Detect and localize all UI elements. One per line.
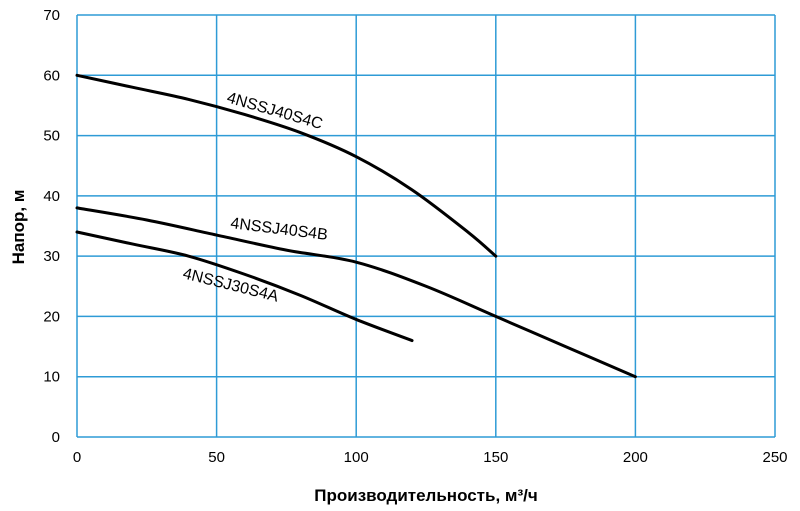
x-tick-label: 200	[623, 449, 648, 466]
x-tick-label: 250	[762, 449, 787, 466]
y-tick-label: 70	[43, 7, 60, 24]
series-lines	[75, 73, 637, 379]
y-tick-label: 50	[43, 128, 60, 145]
y-axis-title: Напор, м	[9, 190, 28, 265]
series-line	[75, 206, 637, 379]
series-label: 4NSSJ30S4A	[181, 265, 280, 305]
series-labels: 4NSSJ40S4C 4NSSJ40S4B 4NSSJ30S4A	[181, 90, 329, 306]
x-axis-title: Производительность, м³/ч	[314, 486, 537, 505]
y-tick-label: 40	[43, 188, 60, 205]
axes: 0 50 100 150 200 250 0 10 20 30 40 50 60 70	[43, 7, 787, 466]
y-tick-label: 0	[52, 429, 60, 446]
y-tick-label: 60	[43, 67, 60, 84]
y-tick-label: 10	[43, 369, 60, 386]
x-tick-label: 150	[483, 449, 508, 466]
y-tick-label: 30	[43, 248, 60, 265]
series-line	[75, 230, 414, 343]
series-label: 4NSSJ40S4C	[225, 90, 325, 134]
series-line	[75, 73, 498, 258]
grid	[76, 14, 776, 438]
y-tick-label: 20	[43, 308, 60, 325]
x-tick-label: 50	[208, 449, 225, 466]
series-label: 4NSSJ40S4B	[230, 215, 329, 244]
x-tick-label: 0	[73, 449, 81, 466]
x-tick-label: 100	[344, 449, 369, 466]
